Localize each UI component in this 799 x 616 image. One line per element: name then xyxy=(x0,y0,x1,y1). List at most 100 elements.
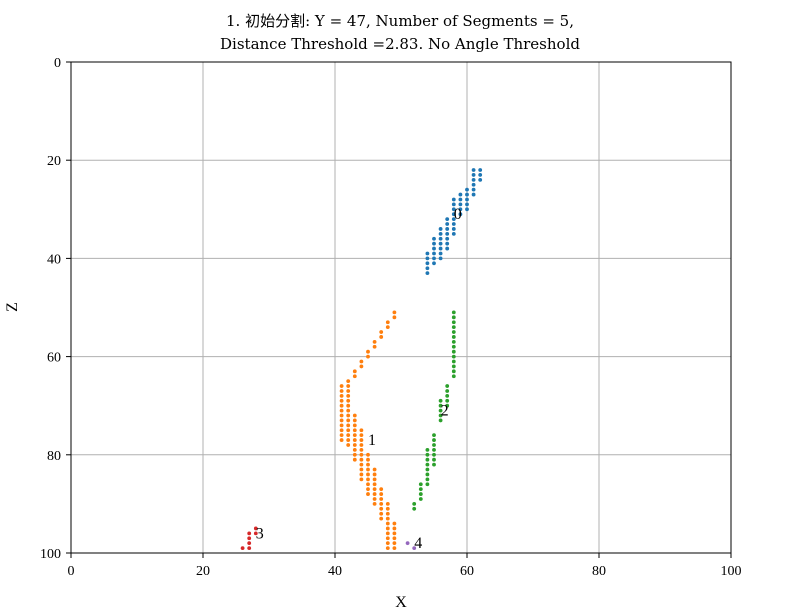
data-point-segment-3 xyxy=(247,546,252,550)
data-point-segment-1 xyxy=(359,447,364,452)
data-point-segment-1 xyxy=(359,452,364,457)
data-point-segment-1 xyxy=(359,457,364,462)
data-point-segment-1 xyxy=(339,423,344,428)
data-point-segment-1 xyxy=(352,433,357,438)
data-point-segment-0 xyxy=(471,187,476,192)
data-point-segment-3 xyxy=(253,531,258,536)
x-tick-label: 60 xyxy=(460,564,474,579)
data-point-segment-3 xyxy=(253,526,258,531)
data-point-segment-1 xyxy=(339,403,344,408)
data-point-segment-0 xyxy=(478,173,483,177)
data-point-segment-1 xyxy=(392,526,397,531)
data-point-segment-2 xyxy=(412,506,417,511)
data-point-segment-1 xyxy=(379,497,384,501)
data-point-segment-1 xyxy=(379,516,384,521)
data-point-segment-0 xyxy=(451,217,456,222)
data-point-segment-0 xyxy=(432,251,436,256)
data-point-segment-1 xyxy=(392,541,397,546)
data-point-segment-0 xyxy=(458,192,463,197)
data-point-segment-2 xyxy=(425,467,430,472)
data-point-segment-0 xyxy=(465,197,469,202)
segment-label-3: 3 xyxy=(256,525,264,542)
grid-lines xyxy=(70,61,732,554)
data-point-segment-2 xyxy=(425,452,430,457)
data-point-segment-4 xyxy=(412,546,417,550)
x-tick-label: 100 xyxy=(721,564,742,579)
data-point-segment-1 xyxy=(392,310,397,315)
data-point-segment-0 xyxy=(451,222,456,226)
data-point-segment-1 xyxy=(385,541,390,546)
data-point-segment-0 xyxy=(471,173,476,177)
data-point-segment-1 xyxy=(359,438,364,442)
data-point-segment-2 xyxy=(445,389,450,393)
data-point-segment-0 xyxy=(451,212,456,217)
data-point-segment-1 xyxy=(339,438,344,442)
data-point-segment-1 xyxy=(372,344,377,349)
data-point-segment-1 xyxy=(392,546,397,550)
data-point-segment-1 xyxy=(366,472,370,477)
data-point-segment-2 xyxy=(432,438,436,442)
data-point-segment-2 xyxy=(451,369,456,374)
data-point-segment-0 xyxy=(432,261,436,266)
y-tick-label: 80 xyxy=(47,449,61,464)
data-point-segment-2 xyxy=(418,497,423,501)
data-point-segment-1 xyxy=(352,438,357,442)
y-tick-label: 100 xyxy=(40,547,61,562)
data-point-segment-1 xyxy=(346,413,351,418)
data-point-segment-4 xyxy=(405,541,410,546)
chart-title-line2: Distance Threshold =2.83. No Angle Thres… xyxy=(220,35,580,53)
data-point-segment-0 xyxy=(432,236,436,241)
data-point-segment-1 xyxy=(385,536,390,541)
data-point-segment-0 xyxy=(445,246,450,251)
y-axis-label: Z xyxy=(4,302,21,312)
data-point-segment-1 xyxy=(346,379,351,384)
data-point-segment-0 xyxy=(478,168,483,172)
data-point-segment-2 xyxy=(412,502,417,506)
data-point-segment-1 xyxy=(359,364,364,369)
data-point-segment-2 xyxy=(432,447,436,452)
data-point-segment-1 xyxy=(366,457,370,462)
data-point-segment-0 xyxy=(451,197,456,202)
data-point-segment-1 xyxy=(372,497,377,501)
segment-label-1: 1 xyxy=(368,432,376,449)
data-point-segment-0 xyxy=(432,246,436,251)
data-point-segment-0 xyxy=(438,236,443,241)
data-point-segment-1 xyxy=(372,487,377,492)
segment-labels: 0 1 2 3 4 xyxy=(256,206,462,552)
data-point-segment-2 xyxy=(432,433,436,438)
data-point-segment-0 xyxy=(438,241,443,246)
x-tick-label: 40 xyxy=(328,564,342,579)
data-point-segment-3 xyxy=(247,541,252,546)
data-point-segment-1 xyxy=(385,511,390,516)
data-point-segment-1 xyxy=(339,393,344,398)
data-point-segment-0 xyxy=(438,246,443,251)
data-point-segment-1 xyxy=(346,418,351,423)
data-point-segment-2 xyxy=(438,398,443,403)
data-point-segment-0 xyxy=(471,182,476,187)
data-point-segment-1 xyxy=(339,408,344,413)
data-point-segment-0 xyxy=(458,212,463,217)
data-point-segment-1 xyxy=(359,443,364,447)
data-point-segment-1 xyxy=(352,428,357,433)
data-point-segment-1 xyxy=(352,452,357,457)
data-point-segment-1 xyxy=(385,526,390,531)
data-point-segment-0 xyxy=(445,231,450,236)
data-point-segment-1 xyxy=(352,447,357,452)
data-point-segment-2 xyxy=(425,472,430,477)
data-point-segment-1 xyxy=(346,384,351,388)
data-point-segment-1 xyxy=(379,492,384,496)
data-point-segment-2 xyxy=(418,492,423,496)
data-point-segment-1 xyxy=(352,413,357,418)
data-point-segment-1 xyxy=(379,330,384,334)
data-point-segment-2 xyxy=(445,393,450,398)
data-point-segment-2 xyxy=(425,447,430,452)
data-point-segment-1 xyxy=(359,428,364,433)
data-point-segment-2 xyxy=(451,335,456,339)
data-points xyxy=(240,168,483,550)
data-point-segment-1 xyxy=(366,462,370,467)
data-point-segment-2 xyxy=(438,413,443,418)
data-point-segment-1 xyxy=(366,452,370,457)
data-point-segment-0 xyxy=(478,177,483,182)
data-point-segment-1 xyxy=(346,428,351,433)
